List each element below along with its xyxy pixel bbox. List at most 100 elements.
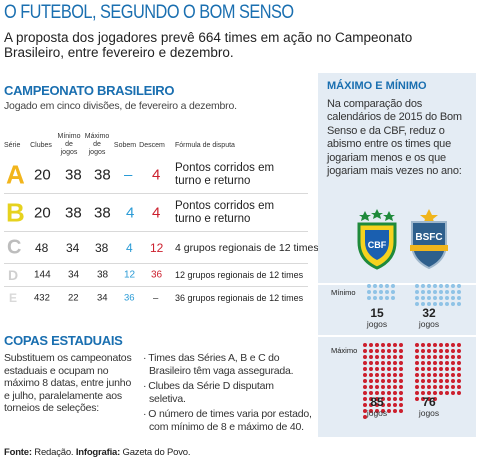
game-dot [433, 343, 437, 347]
cbf-crest-icon: CBF [357, 209, 397, 270]
game-dot [367, 284, 371, 288]
game-dot [457, 355, 461, 359]
sobem-value: 36 [124, 292, 135, 304]
game-dot [391, 296, 395, 300]
game-dot [385, 290, 389, 294]
clubes-value: 48 [35, 240, 49, 255]
game-dot [399, 343, 403, 347]
game-dot [427, 367, 431, 371]
game-dot [375, 349, 379, 353]
bsfc-logo-text: BSFC [415, 232, 442, 243]
game-dot [393, 391, 397, 395]
clubes-value: 20 [34, 166, 51, 183]
formula-value: Pontos corridos em turno e returno [175, 199, 275, 225]
copas-bullets: Times das Séries A, B e C do Brasileiro … [143, 352, 313, 437]
game-dot [415, 367, 419, 371]
infografia-label: Infografia: [75, 447, 121, 458]
game-dot [457, 296, 461, 300]
minimo-label: Mínimo [331, 288, 356, 297]
bsfc-min-dots [415, 284, 461, 306]
game-dot [375, 409, 379, 413]
game-dot [445, 284, 449, 288]
serie-letter-e: E [9, 291, 18, 305]
bsfc-min-jogos: jogos [418, 319, 440, 329]
cbf-min-count: 15 [370, 306, 384, 320]
game-dot [369, 343, 373, 347]
game-dot [451, 290, 455, 294]
game-dot [379, 290, 383, 294]
game-dot [369, 367, 373, 371]
game-dot [375, 373, 379, 377]
game-dot [363, 397, 367, 401]
game-dot [399, 391, 403, 395]
game-dot [381, 379, 385, 383]
formula-value: Pontos corridos em turno e returno [175, 161, 275, 187]
game-dot [399, 385, 403, 389]
game-dot [363, 403, 367, 407]
panel-divider [318, 283, 476, 285]
game-dot [393, 397, 397, 401]
table-row: A 20 38 38 – 4 Pontos corridos em turno … [4, 156, 308, 194]
game-dot [373, 296, 377, 300]
game-dot [363, 349, 367, 353]
game-dot [375, 403, 379, 407]
game-dot [381, 385, 385, 389]
game-dot [393, 385, 397, 389]
copas-heading: COPAS ESTADUAIS [4, 333, 123, 348]
game-dot [415, 373, 419, 377]
game-dot [451, 385, 455, 389]
game-dot [363, 367, 367, 371]
game-dot [439, 361, 443, 365]
game-dot [457, 284, 461, 288]
game-dot [393, 349, 397, 353]
game-dot [439, 367, 443, 371]
game-dot [457, 373, 461, 377]
maximo-value: 38 [94, 166, 111, 183]
game-dot [445, 373, 449, 377]
cbf-logo-text: CBF [368, 240, 387, 250]
game-dot [421, 397, 425, 401]
maximo-value: 38 [95, 240, 109, 255]
game-dot [439, 385, 443, 389]
game-dot [363, 391, 367, 395]
game-dot [393, 409, 397, 413]
clubes-value: 20 [34, 204, 51, 221]
game-dot [457, 379, 461, 383]
col-formula: Fórmula de disputa [175, 142, 235, 149]
cbf-max-dots [363, 343, 403, 419]
game-dot [369, 403, 373, 407]
game-dot [433, 367, 437, 371]
minimo-value: 34 [68, 269, 80, 281]
list-item: Clubes da Série D disputam seletiva. [143, 380, 313, 405]
descem-value: 36 [151, 269, 163, 281]
fonte-value: Redação. [34, 447, 74, 458]
game-dot [433, 290, 437, 294]
game-dot [439, 290, 443, 294]
formula-value: 12 grupos regionais de 12 times [175, 270, 304, 280]
sobem-value: – [124, 166, 133, 183]
game-dot [363, 355, 367, 359]
game-dot [375, 391, 379, 395]
game-dot [421, 355, 425, 359]
descem-value: 4 [152, 204, 161, 221]
game-dot [369, 397, 373, 401]
serie-letter-b: B [6, 197, 25, 227]
game-dot [369, 379, 373, 383]
game-dot [381, 349, 385, 353]
game-dot [439, 296, 443, 300]
page-subtitle: A proposta dos jogadores prevê 664 times… [4, 30, 413, 60]
game-dot [451, 355, 455, 359]
serie-letter-d: D [8, 267, 19, 283]
game-dot [381, 367, 385, 371]
game-dot [445, 391, 449, 395]
game-dot [439, 355, 443, 359]
clubes-value: 432 [34, 292, 50, 304]
game-dot [399, 379, 403, 383]
game-dot [457, 367, 461, 371]
game-dot [451, 302, 455, 306]
minimo-value: 22 [68, 292, 79, 304]
game-dot [415, 379, 419, 383]
game-dot [375, 343, 379, 347]
maximo-value: 34 [97, 292, 108, 304]
fonte-label: Fonte: [4, 447, 32, 458]
